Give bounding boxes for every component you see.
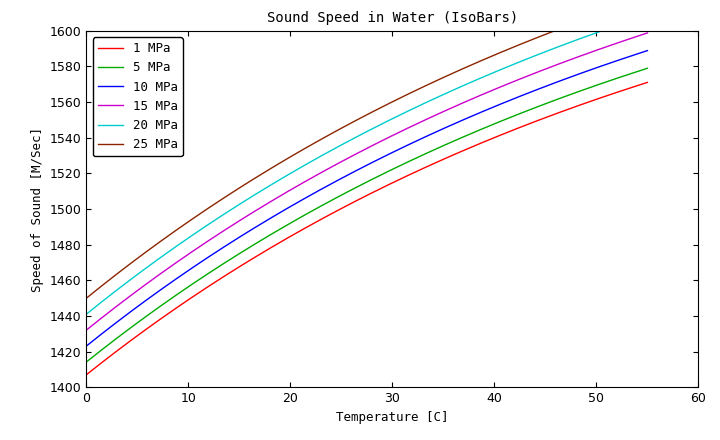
1 MPa [416,167,425,172]
5 MPa [386,168,395,173]
1 MPa [82,372,91,378]
25 MPa [352,117,361,123]
Line: 15 MPa: 15 MPa [86,33,647,330]
15 MPa [348,153,357,158]
25 MPa [386,100,395,106]
5 MPa [82,359,91,365]
10 MPa [82,343,91,348]
1 MPa [348,200,357,205]
10 MPa [643,48,652,53]
1 MPa [643,80,652,85]
25 MPa [416,86,425,91]
25 MPa [542,31,551,37]
10 MPa [416,136,425,142]
5 MPa [348,187,357,192]
Line: 25 MPa: 25 MPa [86,0,647,298]
15 MPa [416,120,425,125]
1 MPa [352,198,361,203]
15 MPa [352,151,361,157]
Line: 10 MPa: 10 MPa [86,51,647,346]
5 MPa [643,66,652,71]
Line: 20 MPa: 20 MPa [86,15,647,314]
5 MPa [629,70,638,75]
Y-axis label: Speed of Sound [M/Sec]: Speed of Sound [M/Sec] [31,126,44,291]
20 MPa [643,13,652,18]
10 MPa [542,84,551,89]
20 MPa [348,136,357,142]
5 MPa [542,101,551,106]
Line: 1 MPa: 1 MPa [86,82,647,375]
15 MPa [82,327,91,333]
15 MPa [643,30,652,36]
1 MPa [386,181,395,187]
15 MPa [542,66,551,71]
Title: Sound Speed in Water (IsoBars): Sound Speed in Water (IsoBars) [267,11,518,26]
1 MPa [629,84,638,89]
10 MPa [348,170,357,175]
Legend: 1 MPa, 5 MPa, 10 MPa, 15 MPa, 20 MPa, 25 MPa: 1 MPa, 5 MPa, 10 MPa, 15 MPa, 20 MPa, 25… [93,37,183,156]
25 MPa [82,296,91,301]
1 MPa [542,115,551,120]
15 MPa [386,134,395,139]
X-axis label: Temperature [C]: Temperature [C] [336,411,449,424]
20 MPa [386,117,395,123]
Line: 5 MPa: 5 MPa [86,68,647,362]
20 MPa [629,17,638,22]
15 MPa [629,35,638,40]
20 MPa [352,135,361,140]
20 MPa [82,312,91,317]
10 MPa [386,151,395,156]
20 MPa [542,49,551,54]
20 MPa [416,103,425,108]
5 MPa [352,185,361,190]
10 MPa [352,168,361,173]
5 MPa [416,154,425,159]
25 MPa [348,119,357,125]
25 MPa [629,0,638,5]
10 MPa [629,52,638,58]
